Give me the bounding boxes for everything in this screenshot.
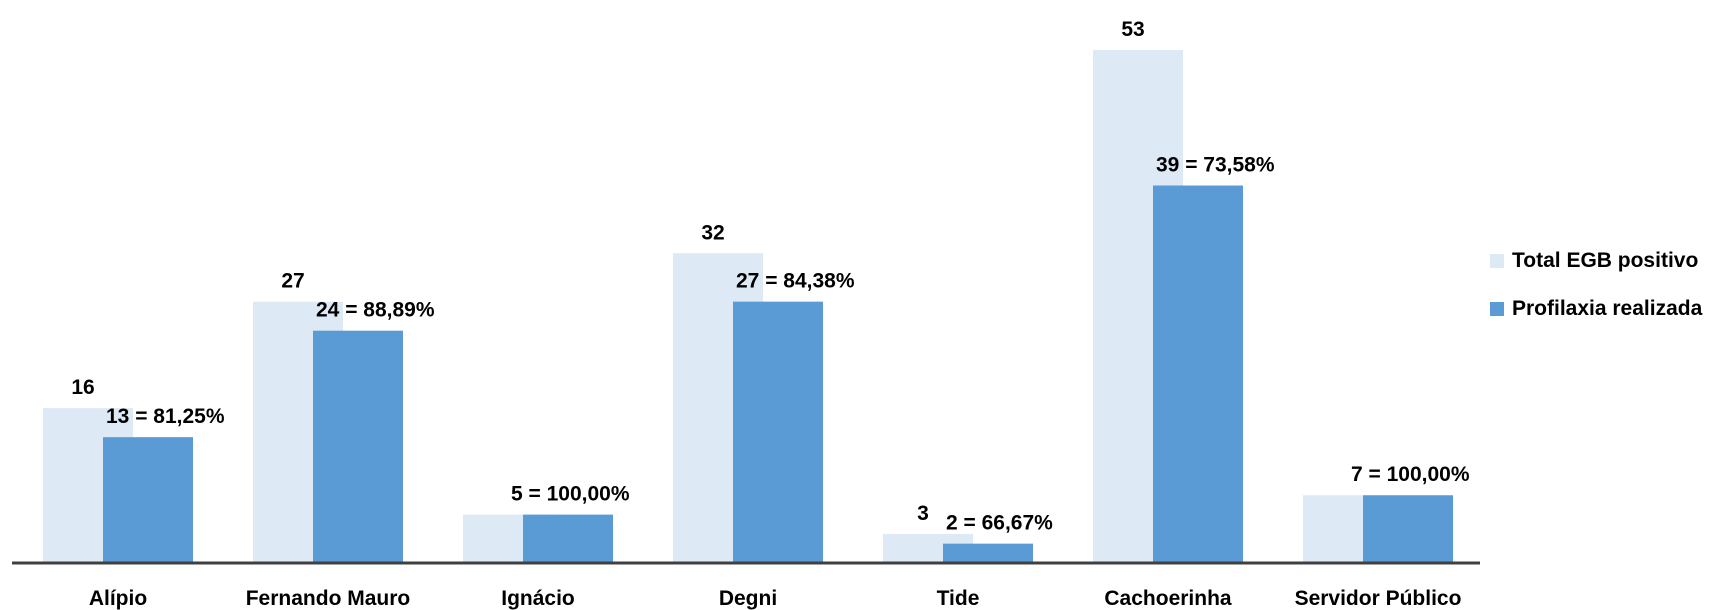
data-label-profilaxia-fernando-mauro: 24 = 88,89% <box>316 299 435 322</box>
bar-profilaxia-fernando-mauro <box>313 331 403 563</box>
x-tick-label-cachoerinha: Cachoerinha <box>1104 587 1232 610</box>
data-label-profilaxia-servidor-publico: 7 = 100,00% <box>1351 463 1470 486</box>
x-tick-label-fernando-mauro: Fernando Mauro <box>246 587 411 610</box>
x-tick-label-servidor-publico: Servidor Público <box>1295 587 1462 610</box>
data-label-profilaxia-tide: 2 = 66,67% <box>946 512 1053 535</box>
legend-item-profilaxia: Profilaxia realizada <box>1490 296 1702 322</box>
bar-profilaxia-tide <box>943 544 1033 563</box>
data-label-total-degni: 32 <box>701 221 724 244</box>
legend-item-total: Total EGB positivo <box>1490 248 1702 274</box>
x-tick-label-alipio: Alípio <box>89 587 147 610</box>
data-label-profilaxia-ignacio: 5 = 100,00% <box>511 483 630 506</box>
x-tick-label-degni: Degni <box>719 587 777 610</box>
legend: Total EGB positivo Profilaxia realizada <box>1490 248 1702 344</box>
data-label-total-cachoerinha: 53 <box>1121 18 1144 41</box>
bar-profilaxia-alipio <box>103 437 193 563</box>
data-label-total-tide: 3 <box>917 502 929 525</box>
legend-label-total: Total EGB positivo <box>1512 249 1698 273</box>
x-tick-label-tide: Tide <box>937 587 980 610</box>
bar-profilaxia-cachoerinha <box>1153 186 1243 563</box>
data-label-profilaxia-degni: 27 = 84,38% <box>736 270 855 293</box>
legend-swatch-total <box>1490 254 1504 268</box>
legend-label-profilaxia: Profilaxia realizada <box>1512 297 1702 321</box>
data-label-profilaxia-cachoerinha: 39 = 73,58% <box>1156 154 1275 177</box>
x-tick-label-ignacio: Ignácio <box>501 587 575 610</box>
data-label-profilaxia-alipio: 13 = 81,25% <box>106 405 225 428</box>
bar-profilaxia-ignacio <box>523 515 613 563</box>
bar-chart-plot: 16 13 = 81,25% Alípio 27 24 = 88,89% Fernando… <box>0 0 1480 610</box>
bar-profilaxia-servidor-publico <box>1363 495 1453 563</box>
data-label-total-alipio: 16 <box>71 376 94 399</box>
data-label-total-fernando-mauro: 27 <box>281 270 304 293</box>
legend-swatch-profilaxia <box>1490 302 1504 316</box>
bar-profilaxia-degni <box>733 302 823 563</box>
